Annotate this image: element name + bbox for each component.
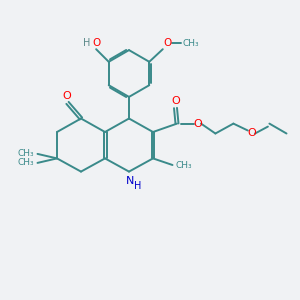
Text: O: O xyxy=(171,95,180,106)
Text: CH₃: CH₃ xyxy=(182,39,199,48)
Text: CH₃: CH₃ xyxy=(175,160,192,169)
Text: CH₃: CH₃ xyxy=(17,158,34,167)
Text: H: H xyxy=(134,181,141,191)
Text: O: O xyxy=(247,128,256,139)
Text: O: O xyxy=(92,38,100,48)
Text: O: O xyxy=(164,38,172,48)
Text: CH₃: CH₃ xyxy=(17,149,34,158)
Text: O: O xyxy=(193,118,202,129)
Text: N: N xyxy=(126,176,135,186)
Text: H: H xyxy=(83,38,91,48)
Text: O: O xyxy=(62,91,71,101)
